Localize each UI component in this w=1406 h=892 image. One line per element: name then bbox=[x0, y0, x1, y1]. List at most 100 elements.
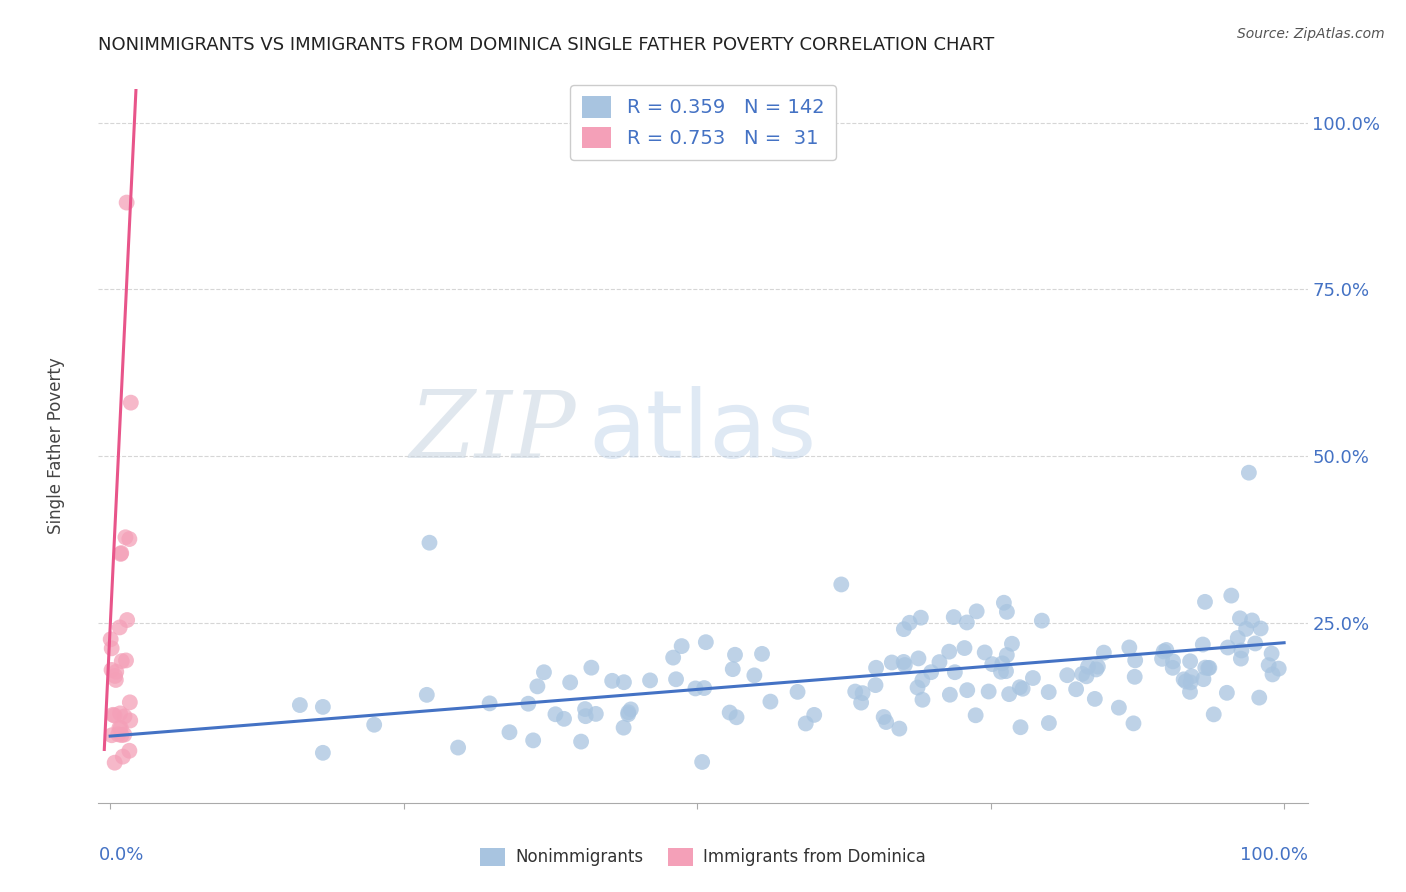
Point bbox=[721, 662, 744, 676]
Point bbox=[1038, 716, 1060, 731]
Point bbox=[907, 681, 929, 695]
Point bbox=[852, 686, 875, 700]
Point bbox=[938, 645, 960, 659]
Point bbox=[112, 728, 135, 742]
Point bbox=[1153, 644, 1175, 658]
Point bbox=[101, 707, 124, 722]
Point bbox=[993, 596, 1015, 610]
Point bbox=[690, 755, 713, 769]
Point bbox=[1191, 638, 1213, 652]
Point bbox=[1022, 671, 1045, 685]
Point bbox=[100, 632, 122, 647]
Point bbox=[981, 657, 1004, 672]
Point bbox=[416, 688, 439, 702]
Text: NONIMMIGRANTS VS IMMIGRANTS FROM DOMINICA SINGLE FATHER POVERTY CORRELATION CHAR: NONIMMIGRANTS VS IMMIGRANTS FROM DOMINIC… bbox=[98, 36, 994, 54]
Point bbox=[865, 678, 887, 692]
Point bbox=[585, 706, 607, 721]
Point bbox=[110, 547, 132, 561]
Point bbox=[910, 610, 932, 624]
Point bbox=[120, 714, 142, 728]
Point bbox=[1250, 622, 1272, 636]
Point bbox=[1194, 595, 1216, 609]
Point bbox=[662, 650, 685, 665]
Point bbox=[1257, 658, 1279, 673]
Point bbox=[560, 675, 582, 690]
Point bbox=[118, 695, 141, 709]
Point bbox=[1178, 654, 1201, 668]
Point bbox=[110, 546, 132, 560]
Point bbox=[893, 622, 915, 636]
Point bbox=[1230, 651, 1253, 665]
Point bbox=[1260, 647, 1282, 661]
Point bbox=[288, 698, 311, 712]
Point bbox=[574, 702, 596, 716]
Point bbox=[693, 681, 716, 695]
Point bbox=[751, 647, 773, 661]
Point bbox=[1267, 662, 1289, 676]
Point bbox=[875, 714, 897, 729]
Point bbox=[104, 669, 127, 683]
Point bbox=[1008, 680, 1031, 694]
Point bbox=[1178, 685, 1201, 699]
Point bbox=[638, 673, 661, 688]
Point bbox=[966, 604, 988, 618]
Point bbox=[1152, 652, 1174, 666]
Point bbox=[1001, 637, 1024, 651]
Point bbox=[115, 195, 138, 210]
Text: ZIP: ZIP bbox=[409, 387, 576, 476]
Point bbox=[995, 648, 1018, 662]
Text: 100.0%: 100.0% bbox=[1240, 846, 1308, 863]
Point bbox=[1156, 643, 1178, 657]
Point bbox=[849, 696, 872, 710]
Point bbox=[517, 697, 540, 711]
Point bbox=[108, 706, 131, 721]
Point bbox=[907, 651, 929, 665]
Point bbox=[1108, 700, 1130, 714]
Point bbox=[1064, 682, 1087, 697]
Point bbox=[526, 679, 548, 693]
Point bbox=[312, 746, 335, 760]
Point bbox=[1194, 660, 1216, 674]
Point bbox=[1084, 692, 1107, 706]
Point bbox=[865, 661, 887, 675]
Point bbox=[418, 535, 440, 549]
Point bbox=[939, 688, 962, 702]
Point bbox=[1123, 670, 1146, 684]
Point bbox=[110, 721, 132, 735]
Point bbox=[695, 635, 717, 649]
Point bbox=[111, 749, 134, 764]
Point bbox=[1031, 614, 1053, 628]
Point bbox=[990, 665, 1012, 679]
Point bbox=[1237, 466, 1260, 480]
Point bbox=[1197, 661, 1219, 675]
Point bbox=[118, 532, 141, 546]
Point bbox=[998, 687, 1021, 701]
Point bbox=[1011, 681, 1033, 696]
Point bbox=[1087, 659, 1109, 673]
Point bbox=[1085, 662, 1108, 676]
Point bbox=[312, 699, 335, 714]
Point bbox=[1161, 661, 1184, 675]
Point bbox=[1122, 716, 1144, 731]
Point bbox=[1174, 674, 1197, 689]
Point bbox=[108, 620, 131, 634]
Point bbox=[995, 664, 1018, 678]
Point bbox=[724, 648, 747, 662]
Point bbox=[1161, 654, 1184, 668]
Point bbox=[953, 641, 976, 656]
Point bbox=[575, 709, 598, 723]
Point bbox=[1216, 640, 1239, 655]
Point bbox=[569, 734, 592, 748]
Point bbox=[115, 613, 138, 627]
Point bbox=[522, 733, 544, 747]
Point bbox=[956, 615, 979, 630]
Point bbox=[613, 721, 636, 735]
Point bbox=[103, 708, 125, 723]
Point bbox=[880, 656, 903, 670]
Point bbox=[110, 728, 132, 742]
Point bbox=[991, 657, 1014, 671]
Point bbox=[617, 707, 640, 722]
Point bbox=[956, 683, 979, 698]
Point bbox=[786, 685, 808, 699]
Point bbox=[620, 702, 643, 716]
